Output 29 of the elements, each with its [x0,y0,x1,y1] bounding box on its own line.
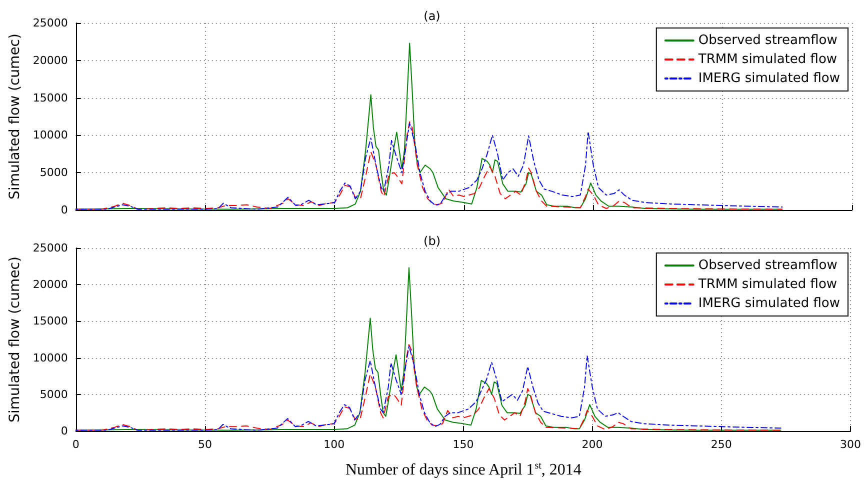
y-tick-label: 10000 [32,128,68,142]
y-axis-title: Simulated flow (cumec) [7,256,23,422]
legend-label: TRMM simulated flow [697,277,838,292]
y-tick-label: 5000 [40,166,68,180]
x-tick-label: 200 [582,438,603,451]
x-tick-label: 0 [72,438,80,451]
legend-label: IMERG simulated flow [698,296,840,311]
y-tick-label: 0 [60,204,68,216]
y-tick-label: 15000 [32,314,68,328]
chart-title: (b) [424,234,440,248]
y-tick-label: 20000 [32,54,68,67]
legend-label: Observed streamflow [698,258,838,273]
y-axis-title: Simulated flow (cumec) [7,34,23,200]
y-tick-label: 10000 [32,351,68,364]
legend-label: IMERG simulated flow [698,71,840,86]
x-tick-label: 100 [324,438,345,451]
y-tick-label: 25000 [32,16,68,30]
y-tick-label: 5000 [40,388,68,401]
y-tick-label: 15000 [32,91,68,104]
legend-label: TRMM simulated flow [697,52,838,67]
legend-label: Observed streamflow [698,33,838,48]
x-tick-label: 250 [710,438,732,451]
x-tick-label: 50 [198,438,212,451]
y-tick-label: 0 [60,424,68,438]
x-tick-label: 300 [840,438,861,451]
y-tick-label: 20000 [32,278,68,292]
y-tick-label: 25000 [32,242,68,254]
x-tick-label: 150 [452,438,474,451]
chart-title: (a) [424,9,440,23]
